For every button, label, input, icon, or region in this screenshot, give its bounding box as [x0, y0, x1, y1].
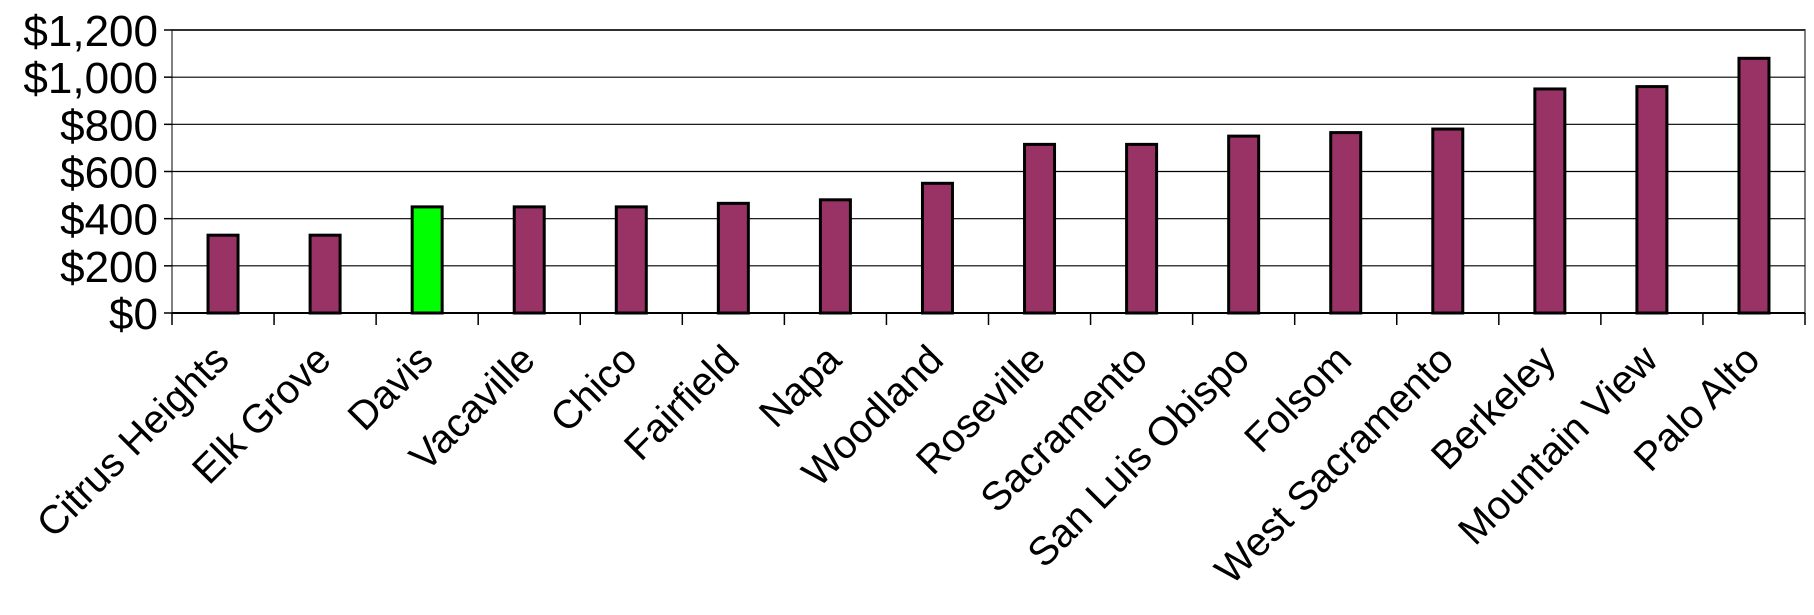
bar-napa [818, 198, 852, 315]
bar-san-luis-obispo [1227, 134, 1261, 315]
bar-mountain-view [1635, 85, 1669, 315]
bar-vacaville [512, 205, 546, 315]
y-tick-label: $600 [60, 149, 158, 198]
y-tick-label: $400 [60, 196, 158, 245]
y-tick-labels: $0$200$400$600$800$1,000$1,200 [23, 7, 158, 339]
bar-roseville [1023, 142, 1057, 315]
bar-citrus-heights [206, 233, 240, 315]
bar-west-sacramento [1431, 127, 1465, 315]
bar-sacramento [1125, 142, 1159, 315]
y-tick-label: $1,000 [23, 54, 158, 103]
bar-elk-grove [308, 233, 342, 315]
bar-berkeley [1533, 87, 1567, 315]
gridlines [164, 29, 1805, 314]
y-tick-label: $800 [60, 101, 158, 150]
x-ticks [171, 313, 1806, 325]
x-tick-label: Fairfield [616, 337, 748, 469]
bar-woodland [920, 181, 954, 315]
bar-palo-alto [1737, 56, 1771, 315]
bar-davis [410, 205, 444, 315]
y-tick-label: $200 [60, 243, 158, 292]
bar-chico [614, 205, 648, 315]
y-tick-label: $1,200 [23, 7, 158, 56]
x-tick-label: Napa [751, 337, 850, 436]
bar-folsom [1329, 131, 1363, 315]
bar-fairfield [716, 201, 750, 315]
y-tick-label: $0 [109, 290, 158, 339]
